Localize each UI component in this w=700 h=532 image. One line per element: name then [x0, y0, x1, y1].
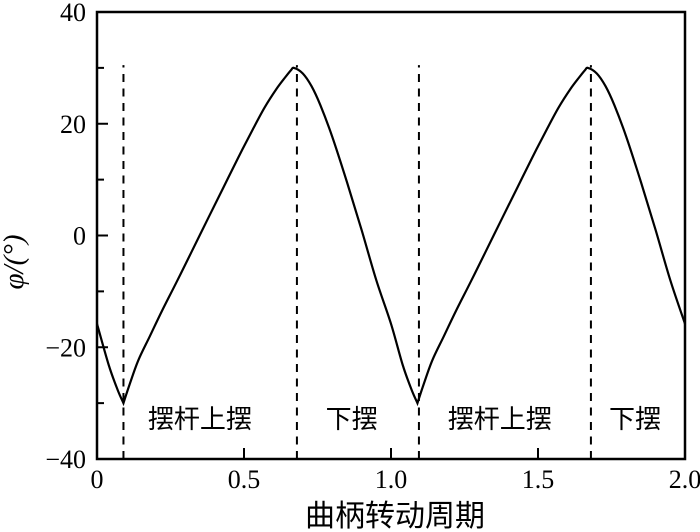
rocker-angle-curve [95, 66, 687, 407]
plot-area: 0 0.5 1.0 1.5 2.0 40 20 0 −20 −40 摆杆上摆 下摆 摆杆上摆 下摆 [45, 0, 700, 494]
x-tick-label: 0 [91, 465, 104, 494]
x-tick-label: 0.5 [228, 465, 261, 494]
phase-annotation: 摆杆上摆 [148, 405, 252, 434]
phase-annotation: 摆杆上摆 [448, 405, 552, 434]
x-tick-label: 1.0 [375, 465, 408, 494]
y-tick-label: 0 [73, 222, 86, 251]
x-tick-label: 2.0 [669, 465, 700, 494]
y-axis-label: φ/(°) [0, 234, 30, 289]
phase-annotation: 下摆 [609, 405, 661, 434]
x-tick-label: 1.5 [522, 465, 555, 494]
x-axis-label: 曲柄转动周期 [305, 500, 485, 532]
y-tick-label: −40 [45, 445, 86, 474]
y-tick-label: −20 [45, 333, 86, 362]
phase-annotation: 下摆 [326, 405, 378, 434]
y-tick-label: 40 [60, 0, 86, 27]
plot-frame [95, 10, 687, 461]
y-tick-label: 20 [60, 110, 86, 139]
